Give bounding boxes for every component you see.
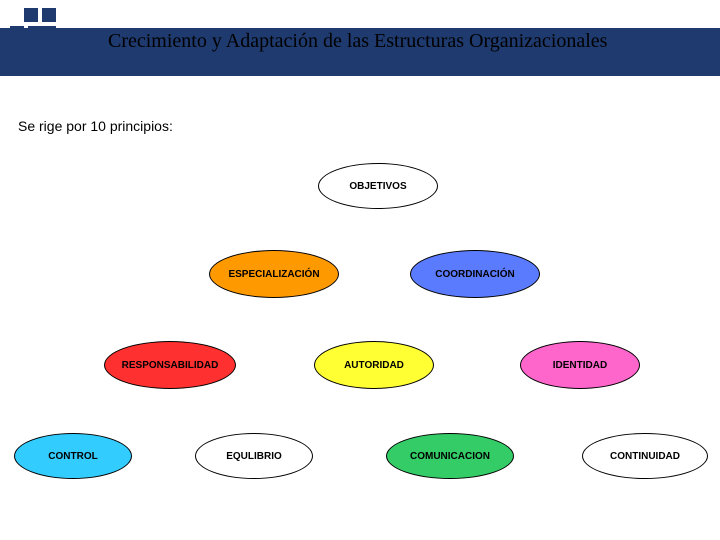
node-objetivos: OBJETIVOS bbox=[318, 163, 438, 209]
subtitle: Se rige por 10 principios: bbox=[18, 118, 173, 134]
node-control: CONTROL bbox=[14, 433, 132, 479]
node-autoridad: AUTORIDAD bbox=[314, 341, 434, 389]
node-comunicacion: COMUNICACION bbox=[386, 433, 514, 479]
node-equilibrio: EQULIBRIO bbox=[195, 433, 313, 479]
node-continuidad: CONTINUIDAD bbox=[582, 433, 708, 479]
principles-diagram: OBJETIVOS ESPECIALIZACIÓN COORDINACIÓN RESP… bbox=[0, 155, 720, 525]
page-title: Crecimiento y Adaptación de las Estructu… bbox=[108, 30, 607, 53]
node-identidad: IDENTIDAD bbox=[520, 341, 640, 389]
node-coordinacion: COORDINACIÓN bbox=[410, 250, 540, 298]
node-responsabilidad: RESPONSABILIDAD bbox=[104, 341, 236, 389]
node-especializacion: ESPECIALIZACIÓN bbox=[209, 250, 339, 298]
